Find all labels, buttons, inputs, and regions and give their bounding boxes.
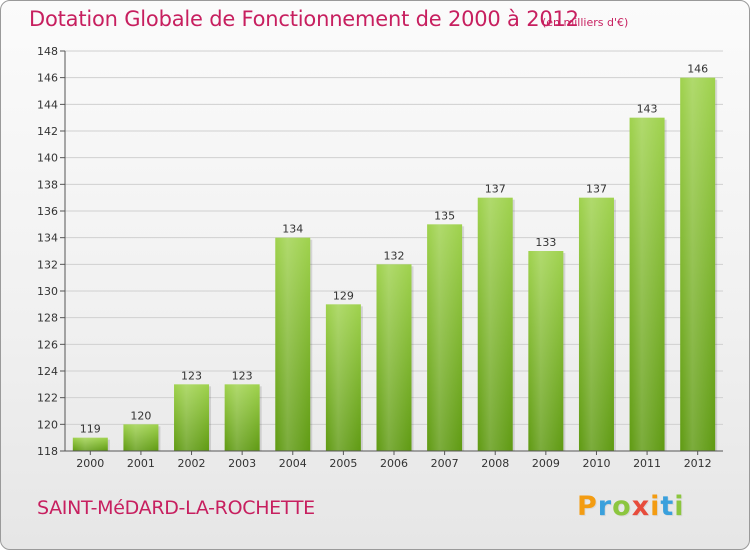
bar-highlight: [72, 437, 108, 451]
x-tick-label: 2004: [279, 457, 307, 470]
x-tick-label: 2008: [481, 457, 509, 470]
value-label: 146: [687, 63, 708, 76]
y-tick-label: 128: [37, 312, 58, 325]
value-label: 120: [130, 409, 151, 422]
x-tick-label: 2003: [228, 457, 256, 470]
y-tick-label: 132: [37, 258, 58, 271]
y-tick-label: 120: [37, 418, 58, 431]
x-tick-label: 2006: [380, 457, 408, 470]
logo-letter: i: [650, 491, 661, 522]
logo-letter: P: [577, 491, 598, 522]
y-tick-label: 144: [37, 98, 58, 111]
bars: 119 120 123 123 134 129 132 135 137 133 137 143 146: [72, 63, 718, 452]
chart-subtitle: (en milliers d'€): [542, 16, 629, 29]
value-label: 123: [181, 369, 202, 382]
axes: 118 120 122 124 126 128 130 132 134 136 138 140 142 1…: [37, 45, 723, 470]
bar-highlight: [376, 264, 412, 451]
x-tick-label: 2011: [633, 457, 661, 470]
logo-letter: o: [612, 491, 632, 522]
chart-title: Dotation Globale de Fonctionnement de 20…: [29, 7, 579, 31]
value-label: 129: [333, 289, 354, 302]
value-label: 143: [637, 103, 658, 116]
y-tick-label: 124: [37, 365, 58, 378]
logo-letter: r: [597, 491, 613, 522]
y-tick-label: 140: [37, 152, 58, 165]
x-tick-label: 2010: [582, 457, 610, 470]
x-tick-label: 2000: [76, 457, 104, 470]
value-label: 135: [434, 209, 455, 222]
bar-highlight: [427, 224, 463, 451]
y-tick-label: 138: [37, 178, 58, 191]
y-tick-label: 130: [37, 285, 58, 298]
y-tick-label: 142: [37, 125, 58, 138]
y-tick-label: 136: [37, 205, 58, 218]
bar-highlight: [123, 424, 159, 451]
bar-highlight: [174, 384, 210, 451]
y-tick-label: 148: [37, 45, 58, 58]
value-label: 134: [282, 223, 303, 236]
logo-letter: t: [660, 491, 675, 522]
bar-highlight: [224, 384, 260, 451]
x-tick-label: 2001: [127, 457, 155, 470]
y-tick-label: 118: [37, 445, 58, 458]
logo-letter: i: [674, 491, 685, 522]
bar-highlight: [578, 197, 614, 451]
proxiti-logo: Proxiti: [577, 491, 685, 522]
value-label: 137: [485, 183, 506, 196]
x-tick-label: 2012: [684, 457, 712, 470]
value-label: 123: [232, 369, 253, 382]
x-tick-label: 2002: [178, 457, 206, 470]
value-label: 137: [586, 183, 607, 196]
commune-name: SAINT-MéDARD-LA-ROCHETTE: [37, 497, 315, 519]
bar-highlight: [275, 237, 311, 451]
bar-highlight: [680, 77, 716, 452]
bar-highlight: [325, 304, 361, 451]
x-tick-label: 2005: [329, 457, 357, 470]
x-tick-label: 2009: [532, 457, 560, 470]
x-tick-label: 2007: [431, 457, 459, 470]
value-label: 119: [80, 423, 101, 436]
logo-letter: x: [631, 491, 651, 522]
y-tick-label: 126: [37, 338, 58, 351]
bar-highlight: [528, 251, 564, 451]
y-tick-label: 122: [37, 392, 58, 405]
bar-highlight: [629, 117, 665, 452]
value-label: 133: [535, 236, 556, 249]
value-label: 132: [384, 249, 405, 262]
bar-highlight: [477, 197, 513, 451]
y-tick-label: 134: [37, 232, 58, 245]
y-tick-label: 146: [37, 72, 58, 85]
